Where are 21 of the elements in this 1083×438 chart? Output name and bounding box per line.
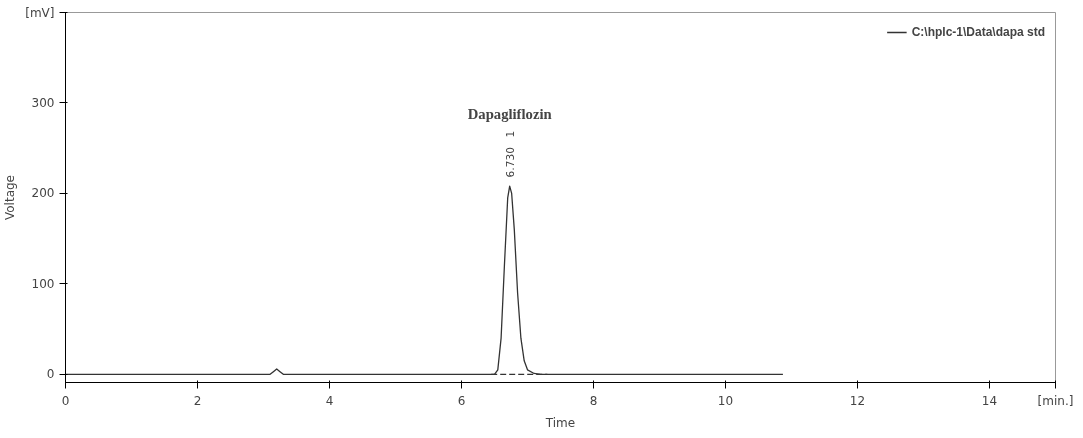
y-tick-label: 300 [31, 95, 55, 110]
x-tick-label: 14 [981, 393, 998, 408]
x-tick-label: 2 [193, 393, 202, 408]
x-tick-label: 4 [325, 393, 334, 408]
x-tick-label: 10 [717, 393, 734, 408]
annotation: Dapagliflozin [467, 106, 552, 123]
x-tick-label: [min.] [1037, 393, 1074, 408]
y-tick-label: 200 [31, 186, 55, 201]
line-series [65, 185, 784, 376]
annotation: 6.730 [503, 146, 517, 178]
annotation: 1 [503, 130, 517, 138]
x-tick-label: 8 [589, 393, 598, 408]
y-tick-label: [mV] [25, 5, 55, 20]
x-tick-label: 12 [849, 393, 866, 408]
x-tick-label: 6 [457, 393, 466, 408]
legend-label: C:\hplc-1\Data\dapa std [911, 25, 1045, 39]
y-tick-label: 0 [46, 367, 55, 382]
x-axis-title: Time [544, 415, 576, 430]
x-tick-label: 0 [61, 393, 70, 408]
y-tick-label: 100 [31, 276, 55, 291]
y-axis-title: Voltage [3, 174, 18, 221]
